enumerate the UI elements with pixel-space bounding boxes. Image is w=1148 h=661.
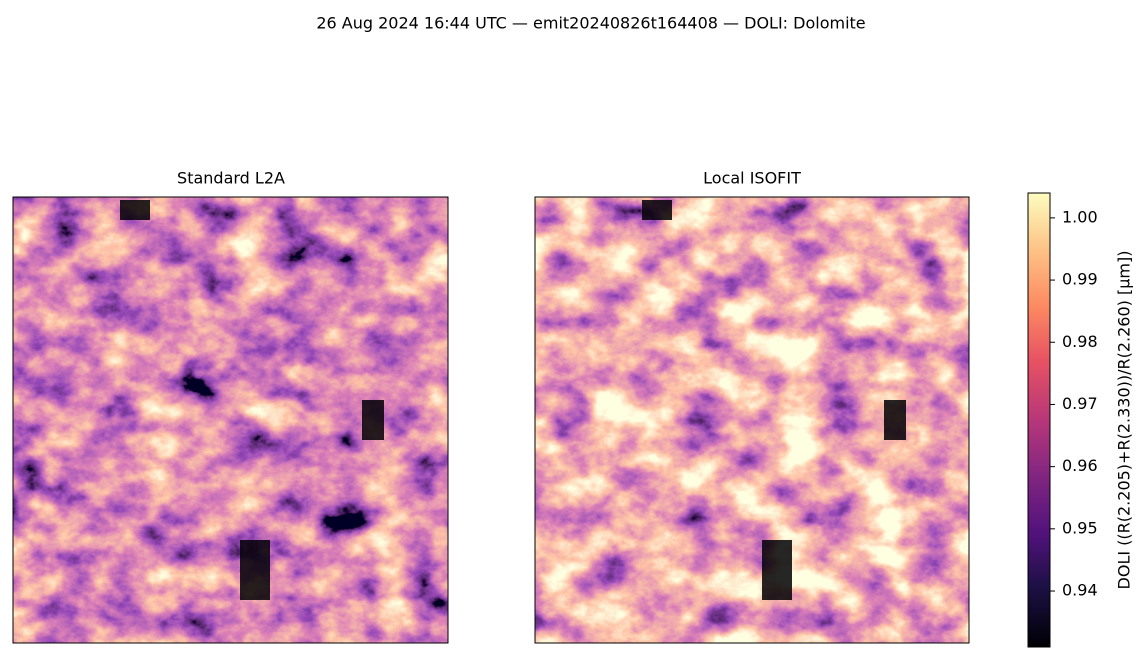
tick-label: 0.95: [1062, 518, 1098, 537]
panel-title: Standard L2A: [177, 169, 285, 188]
panel-title: Local ISOFIT: [703, 169, 801, 188]
panel-frame: [534, 196, 970, 644]
tick-label: 0.99: [1062, 270, 1098, 289]
tick-label: 0.94: [1062, 581, 1098, 600]
panel-frame: [12, 196, 449, 644]
tick-label: 0.97: [1062, 394, 1098, 413]
figure-title: 26 Aug 2024 16:44 UTC — emit20240826t164…: [316, 14, 865, 33]
dark-patches: [642, 200, 906, 600]
colorbar: [1027, 192, 1051, 648]
tick-label: 0.98: [1062, 332, 1098, 351]
dark-patches: [120, 200, 384, 600]
tick-label: 0.96: [1062, 456, 1098, 475]
tick-label: 1.00: [1062, 207, 1098, 226]
colorbar-label: DOLI ((R(2.205)+R(2.330))/R(2.260) [µm]): [1115, 251, 1134, 590]
